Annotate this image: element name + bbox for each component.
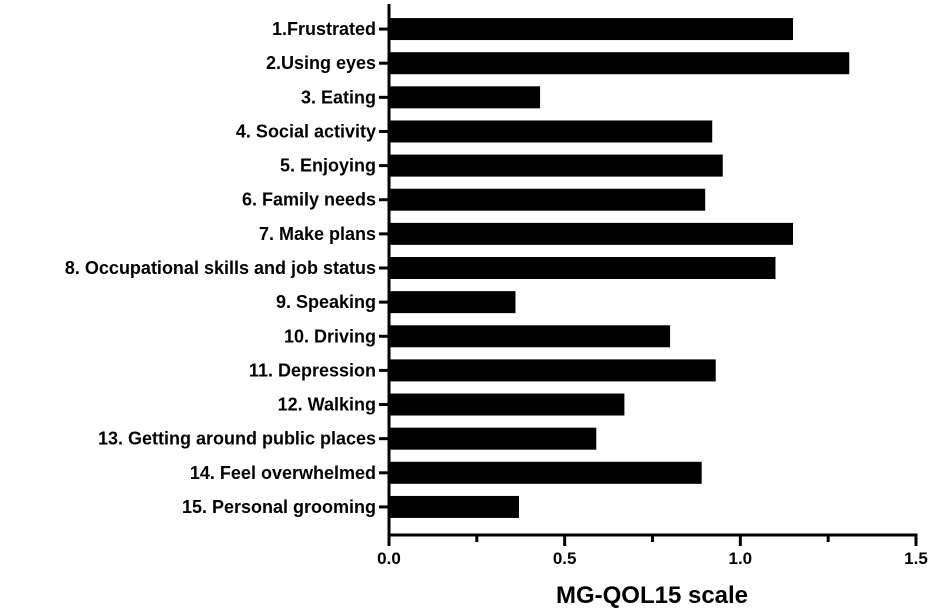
category-label: 6. Family needs <box>242 190 376 210</box>
bar <box>389 154 723 177</box>
x-tick-label: 0.5 <box>553 549 577 568</box>
bar <box>389 188 706 211</box>
x-tick-label: 0.0 <box>377 549 401 568</box>
bar <box>389 86 541 109</box>
bar <box>389 257 776 279</box>
bar <box>389 18 794 41</box>
bar <box>389 120 713 143</box>
category-label: 2.Using eyes <box>266 53 376 73</box>
category-label: 13. Getting around public places <box>98 429 376 449</box>
category-label: 15. Personal grooming <box>182 497 376 517</box>
category-label: 11. Depression <box>249 360 376 380</box>
category-label: 4. Social activity <box>236 121 376 141</box>
x-axis-title: MG-QOL15 scale <box>556 582 748 609</box>
bar <box>389 222 794 245</box>
bar <box>389 359 716 382</box>
bar <box>389 393 625 416</box>
category-label: 12. Walking <box>278 395 376 415</box>
category-label: 3. Eating <box>301 87 376 107</box>
category-label: 14. Feel overwhelmed <box>190 463 376 483</box>
bar <box>389 52 850 75</box>
bar <box>389 461 702 484</box>
category-label: 1.Frustrated <box>272 19 376 39</box>
x-tick-label: 1.0 <box>729 549 753 568</box>
bars-layer <box>389 18 850 518</box>
bar <box>389 291 516 314</box>
x-tick-label: 1.5 <box>904 549 928 568</box>
category-labels: 1.Frustrated 2.Using eyes 3. Eating 4. Soci… <box>65 19 376 517</box>
category-label: 7. Make plans <box>259 224 376 244</box>
category-label: 10. Driving <box>284 326 376 346</box>
bar <box>389 495 519 518</box>
bar <box>389 427 597 450</box>
category-label: 9. Speaking <box>276 292 376 312</box>
axes: 0.0 0.5 1.0 1.5 <box>377 4 928 568</box>
bar <box>389 325 671 348</box>
category-label: 5. Enjoying <box>280 156 376 176</box>
category-label: 8. Occupational skills and job status <box>65 258 376 278</box>
